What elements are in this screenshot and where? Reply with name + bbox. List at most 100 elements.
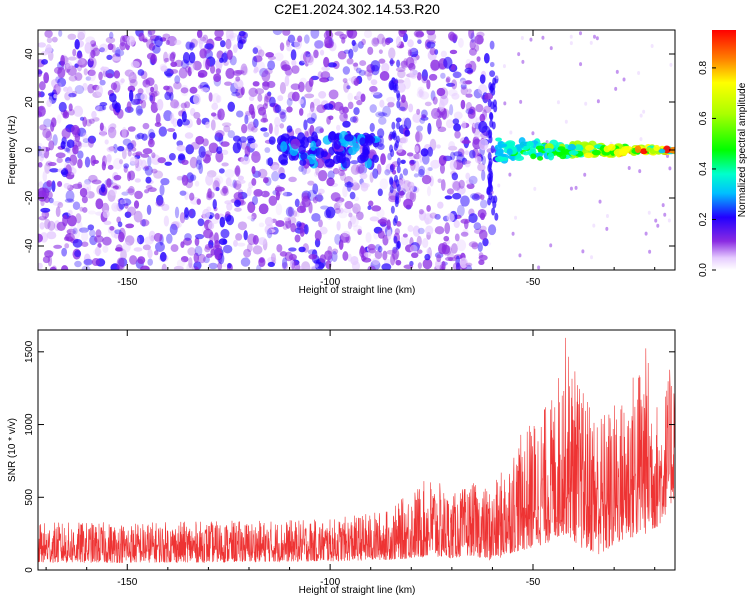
spectrogram-cell [253,118,259,128]
spectrogram-cell [124,69,134,77]
spectrogram-cell [307,249,317,255]
spectrogram-cell [74,249,82,258]
spectrogram-cell [434,213,441,220]
spectrogram-cell [248,95,255,102]
spectrogram-cell [469,39,476,50]
spectrogram-cell [148,95,154,102]
spectrogram-cell [79,116,85,121]
spectrogram-cell [233,78,244,90]
spectrogram-cell [99,101,108,107]
spectrogram-cell [130,60,140,69]
spectrogram-cell [287,91,296,102]
spectrogram-cell [595,36,599,41]
spectrogram-cell [158,126,168,137]
spectrogram-cell [409,159,417,165]
spectrogram-cell [638,169,642,174]
spectrogram-cell [452,181,461,191]
spectrogram-cell [57,77,67,88]
spectrogram-cell [568,150,579,156]
spectrogram-cell [251,195,259,206]
spectrogram-cell [667,218,671,223]
spectrogram-cell [116,265,125,270]
spectrogram-cell [261,70,271,82]
spectrogram-cell [474,34,484,45]
spectrogram-cell [349,191,356,200]
spectrogram-cell [469,149,476,159]
spectrogram-cell [334,234,342,245]
spectrogram-cell [426,79,431,90]
spectrogram-cell [115,46,121,58]
spectrogram-cell [559,153,567,160]
spectrogram-cell [38,70,43,75]
spectrogram-cell [281,262,289,270]
colorbar-label: Normalized spectral amplitude [737,82,748,217]
spectrogram-cell [216,109,222,120]
spectrogram-cell [396,90,401,99]
spectrogram-cell [317,188,325,195]
spectrogram-cell [437,63,445,70]
spectrogram-cell [95,105,105,113]
spectrogram-cell [465,172,471,180]
spectrogram-cell [57,180,63,188]
spectrogram-cell [639,137,643,142]
spectrogram-cell [95,198,104,210]
spectrogram-cell [93,235,104,243]
spectrogram-cell [379,217,388,227]
spectrogram-cell [436,87,446,97]
spectrogram-cell [100,66,110,72]
spectrogram-cell [72,183,83,190]
spectrogram-cell [306,112,313,119]
spectrogram-cell [277,109,287,115]
spectrogram-cell [203,228,213,239]
spectrogram-cell [184,101,191,109]
spectrogram-cell [348,146,357,156]
spectrogram-cell [399,189,405,199]
spectrogram-cell [39,222,45,230]
spectrogram-cell [314,263,319,268]
spectrogram-cell [370,60,381,72]
spectrogram-cell [369,171,374,183]
snr-x-label: Height of straight line (km) [299,585,416,596]
spectrogram-cell [285,206,295,218]
spectrogram-cell [310,140,317,151]
spectrogram-cell [183,214,189,220]
spectrogram-cell [38,42,47,48]
spectrogram-cell [116,257,125,270]
spectrogram-cell [206,191,215,199]
spectrogram-cell [347,253,352,262]
spectrogram-cell [44,30,53,38]
spectrogram-panel: -150 -100 -50 -40 -20 0 20 40 Height of straigh… [7,29,676,296]
spectrogram-cell [193,252,200,263]
spectrogram-cell [310,30,320,39]
spectrogram-cell [274,124,279,136]
spectrogram-cell [84,156,91,168]
spectrogram-cell [303,119,308,131]
spectrogram-cell [215,68,221,75]
spectrogram-cell [488,180,493,189]
spectrogram-cell [326,76,334,82]
spectrogram-cell [306,117,316,124]
spectrogram-cell [313,98,321,106]
spectrogram-cell [342,230,351,238]
spectrogram-cell [316,192,323,203]
spectrogram-cell [74,260,82,268]
spectrogram-cell [299,159,307,166]
spectrogram-cell [205,174,214,186]
spectrogram-cell [189,174,197,181]
spectrogram-cell [392,82,397,91]
spectrogram-cell [400,60,408,68]
spectrogram-cell [332,167,340,175]
spectrogram-cell [418,168,425,178]
spectrogram-cell [396,121,401,130]
spectrogram-cell [224,168,235,179]
spectrogram-cell [325,206,336,219]
spectrogram-cell [589,40,593,45]
spectrogram-cell [391,248,400,260]
spectrogram-cell [515,144,525,149]
spectrogram-cell [382,105,391,118]
spectrogram-cell [87,83,95,94]
spectrogram-cell [68,92,77,98]
spectrogram-cell [251,212,257,220]
spectrogram-cell [150,154,161,166]
